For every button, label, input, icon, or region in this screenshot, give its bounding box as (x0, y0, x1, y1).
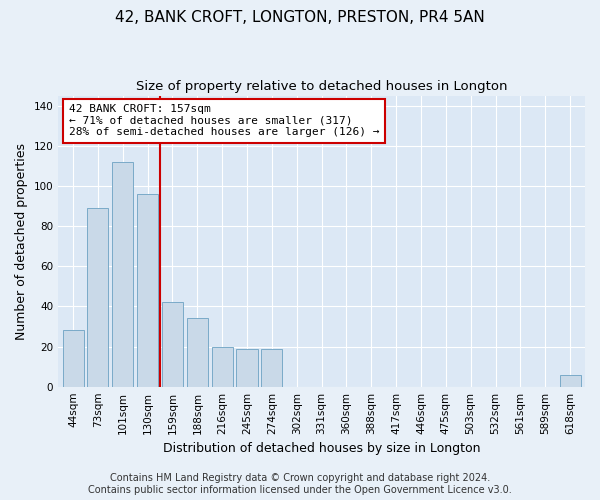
Bar (88, 208, 109, 386)
Bar (262, 348, 283, 387)
Bar (112, 162, 133, 386)
Y-axis label: Number of detached properties: Number of detached properties (15, 142, 28, 340)
Text: 42, BANK CROFT, LONGTON, PRESTON, PR4 5AN: 42, BANK CROFT, LONGTON, PRESTON, PR4 5A… (115, 10, 485, 25)
Bar (137, 194, 158, 386)
Bar (212, 346, 233, 387)
Bar (236, 348, 257, 387)
X-axis label: Distribution of detached houses by size in Longton: Distribution of detached houses by size … (163, 442, 481, 455)
Bar (162, 302, 183, 386)
Text: 42 BANK CROFT: 157sqm
← 71% of detached houses are smaller (317)
28% of semi-det: 42 BANK CROFT: 157sqm ← 71% of detached … (69, 104, 379, 138)
Bar (560, 374, 581, 386)
Text: Contains HM Land Registry data © Crown copyright and database right 2024.
Contai: Contains HM Land Registry data © Crown c… (88, 474, 512, 495)
Bar (62, 330, 83, 386)
Title: Size of property relative to detached houses in Longton: Size of property relative to detached ho… (136, 80, 508, 93)
Bar (187, 318, 208, 386)
